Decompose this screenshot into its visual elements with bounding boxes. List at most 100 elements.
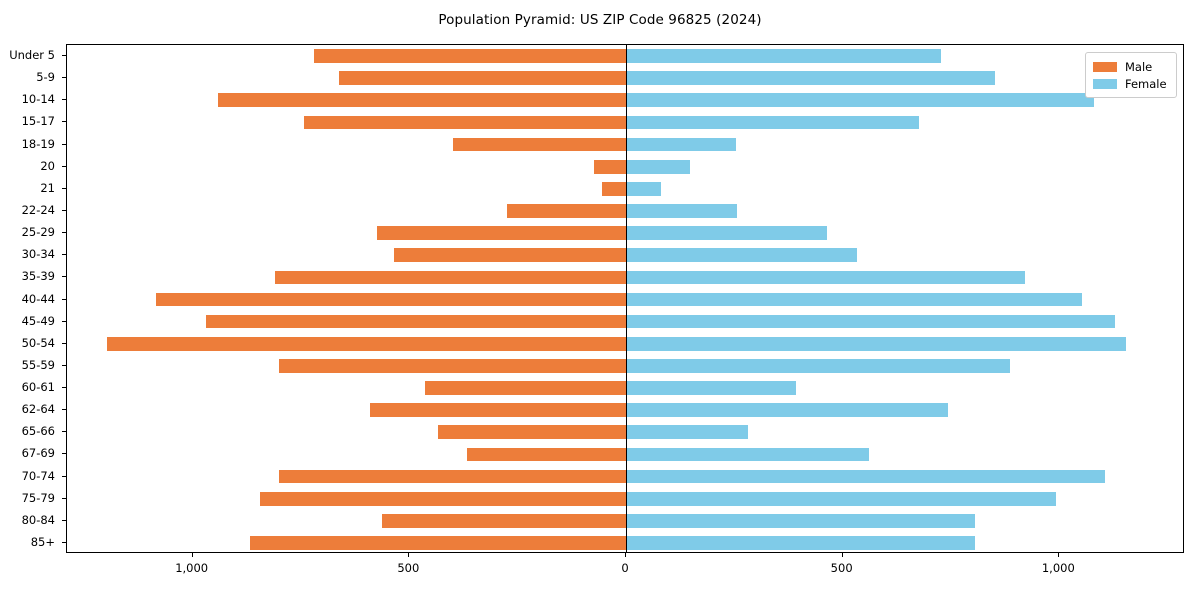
x-tick-mark: [408, 553, 410, 557]
y-tick-mark: [62, 519, 66, 521]
bar-male-67-69: [466, 447, 626, 462]
y-tick-mark: [62, 387, 66, 389]
bar-male-65-66: [437, 425, 626, 440]
legend-swatch-male-icon: [1093, 61, 1117, 72]
y-tick-label: 22-24: [21, 202, 55, 217]
y-axis: 85+ 80-84 75-79 70-74 67-69 65-66 62-64 60-61 55…: [0, 44, 66, 553]
bar-row: [67, 403, 1183, 417]
bar-male-45-49: [205, 314, 626, 329]
y-tick-label: 45-49: [21, 313, 55, 328]
legend-label: Male: [1125, 59, 1153, 74]
bar-row: [67, 536, 1183, 550]
bar-male-under-5: [314, 49, 626, 63]
y-tick-label: Under 5: [9, 48, 55, 63]
y-tick-mark: [62, 364, 66, 366]
y-tick-mark: [62, 475, 66, 477]
bar-female-25-29: [626, 226, 827, 240]
legend-entry-male[interactable]: Male: [1093, 58, 1170, 75]
bar-female-15-17: [626, 115, 920, 130]
y-tick-label: 60-61: [21, 380, 55, 395]
bar-row: [67, 71, 1183, 86]
bar-male-21: [601, 181, 626, 196]
bar-row: [67, 226, 1183, 240]
legend-label: Female: [1125, 76, 1167, 91]
bar-row: [67, 115, 1183, 130]
bar-female-35-39: [626, 270, 1025, 285]
y-tick-mark: [62, 320, 66, 322]
bar-row: [67, 159, 1183, 174]
y-tick-mark: [62, 165, 66, 167]
bar-row: [67, 336, 1183, 351]
y-tick-label: 5-9: [36, 70, 55, 85]
x-tick-label: 500: [397, 561, 420, 575]
bar-row: [67, 270, 1183, 285]
y-tick-label: 55-59: [21, 357, 55, 372]
bar-female-70-74: [626, 469, 1105, 484]
y-tick-mark: [62, 497, 66, 499]
bar-female-18-19: [626, 137, 737, 152]
y-tick-label: 80-84: [21, 512, 55, 527]
y-tick-mark: [62, 99, 66, 101]
bar-male-25-29: [377, 226, 626, 240]
bar-male-15-17: [304, 115, 626, 130]
zero-axis-line: [626, 45, 628, 552]
legend-entry-female[interactable]: Female: [1093, 75, 1170, 92]
bar-female-67-69: [626, 447, 870, 462]
bar-female-60-61: [626, 381, 797, 395]
x-tick-mark: [625, 553, 626, 557]
bar-male-62-64: [369, 403, 626, 417]
bar-male-22-24: [507, 204, 626, 218]
y-tick-mark: [62, 453, 66, 455]
x-tick-label: 1,000: [1041, 561, 1075, 575]
y-tick-mark: [62, 209, 66, 211]
y-tick-label: 85+: [30, 534, 55, 549]
legend-swatch-female-icon: [1093, 78, 1117, 89]
bar-row: [67, 447, 1183, 462]
bar-row: [67, 248, 1183, 263]
plot-area: [66, 44, 1184, 553]
bar-row: [67, 292, 1183, 307]
bar-female-under-5: [626, 49, 941, 63]
bar-row: [67, 314, 1183, 329]
y-tick-label: 65-66: [21, 424, 55, 439]
y-tick-mark: [62, 409, 66, 411]
x-tick-label: 1,000: [175, 561, 209, 575]
y-tick-label: 18-19: [21, 136, 55, 151]
y-tick-mark: [62, 541, 66, 543]
bar-row: [67, 93, 1183, 108]
bar-row: [67, 137, 1183, 152]
y-tick-label: 10-14: [21, 92, 55, 107]
y-tick-mark: [62, 276, 66, 278]
bar-male-55-59: [279, 359, 626, 373]
bar-male-50-54: [106, 336, 626, 351]
bar-row: [67, 181, 1183, 196]
bar-female-62-64: [626, 403, 949, 417]
y-tick-label: 35-39: [21, 269, 55, 284]
y-tick-mark: [62, 187, 66, 189]
y-tick-mark: [62, 121, 66, 123]
bar-female-55-59: [626, 359, 1010, 373]
bar-female-20: [626, 159, 690, 174]
y-tick-mark: [62, 342, 66, 344]
y-tick-mark: [62, 298, 66, 300]
bar-row: [67, 49, 1183, 63]
y-tick-mark: [62, 431, 66, 433]
y-tick-label: 75-79: [21, 490, 55, 505]
bar-male-35-39: [274, 270, 626, 285]
x-tick-mark: [1058, 553, 1060, 557]
bar-row: [67, 425, 1183, 440]
bar-female-50-54: [626, 336, 1126, 351]
bar-male-60-61: [424, 381, 626, 395]
bar-male-20: [593, 159, 626, 174]
x-tick-mark: [191, 553, 193, 557]
bar-male-40-44: [156, 292, 626, 307]
bar-female-45-49: [626, 314, 1115, 329]
y-tick-mark: [62, 55, 66, 57]
y-tick-label: 70-74: [21, 468, 55, 483]
bar-female-22-24: [626, 204, 737, 218]
y-tick-mark: [62, 232, 66, 234]
y-tick-label: 30-34: [21, 247, 55, 262]
y-tick-label: 21: [40, 180, 55, 195]
bar-male-30-34: [394, 248, 626, 263]
